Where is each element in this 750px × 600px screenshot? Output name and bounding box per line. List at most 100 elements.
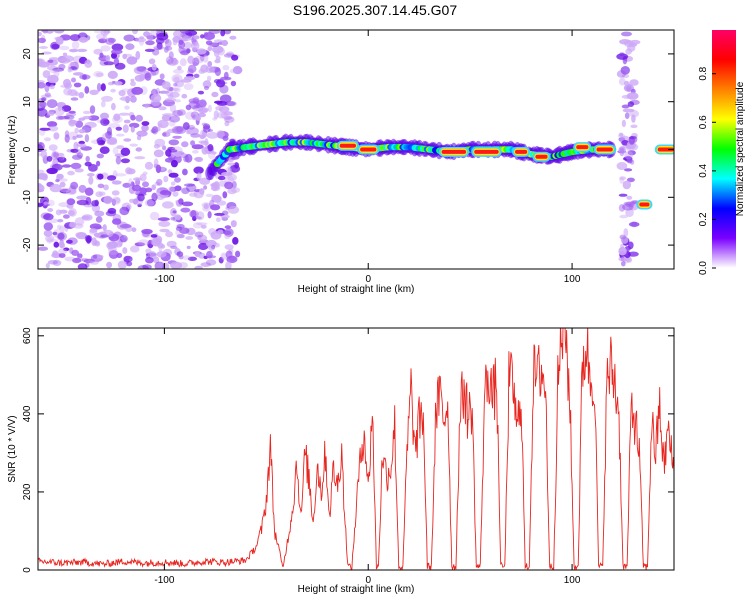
noise-speckle <box>119 235 128 243</box>
noise-speckle <box>130 95 137 103</box>
noise-speckle <box>159 190 172 196</box>
noise-speckle <box>71 40 80 50</box>
noise-speckle <box>65 189 77 195</box>
noise-speckle <box>216 200 227 206</box>
noise-speckle <box>59 242 65 249</box>
noise-speckle <box>161 81 171 90</box>
noise-speckle <box>183 41 192 49</box>
noise-speckle <box>76 195 88 200</box>
noise-speckle <box>115 173 127 177</box>
noise-speckle <box>46 111 55 117</box>
noise-speckle <box>115 156 122 165</box>
noise-speckle <box>51 150 57 159</box>
noise-speckle <box>100 234 109 238</box>
noise-speckle <box>181 93 188 99</box>
noise-speckle <box>107 175 117 181</box>
noise-speckle <box>207 61 213 67</box>
noise-speckle <box>95 72 104 77</box>
noise-speckle <box>111 116 123 124</box>
snr-y-tick-label: 600 <box>22 327 33 344</box>
noise-speckle <box>122 182 131 188</box>
noise-speckle <box>120 95 133 102</box>
noise-speckle <box>186 245 191 250</box>
noise-speckle <box>620 66 630 75</box>
noise-speckle <box>96 153 105 159</box>
snr-x-tick-label: 100 <box>564 575 581 586</box>
noise-speckle <box>630 124 638 129</box>
noise-speckle <box>49 183 62 193</box>
noise-speckle <box>94 210 105 217</box>
noise-speckle <box>134 74 145 82</box>
noise-speckle <box>626 177 635 183</box>
noise-speckle <box>56 224 62 230</box>
noise-speckle <box>111 43 124 51</box>
noise-speckle <box>176 224 185 229</box>
noise-speckle <box>165 231 174 238</box>
noise-speckle <box>89 89 99 96</box>
noise-speckle <box>216 130 225 139</box>
noise-speckle <box>58 202 70 208</box>
noise-speckle <box>39 101 47 108</box>
noise-speckle <box>201 146 209 155</box>
spectrogram-y-tick-label: -20 <box>22 237 33 252</box>
noise-speckle <box>208 244 215 251</box>
noise-speckle <box>156 42 163 50</box>
noise-speckle <box>84 235 93 243</box>
noise-speckle <box>168 186 175 193</box>
noise-speckle <box>111 198 116 206</box>
noise-speckle <box>223 230 232 235</box>
noise-speckle <box>135 114 143 122</box>
noise-speckle <box>168 172 179 178</box>
noise-speckle <box>172 135 182 139</box>
noise-speckle <box>188 124 195 130</box>
noise-speckle <box>193 73 200 78</box>
noise-speckle <box>220 111 228 119</box>
noise-speckle <box>183 83 194 91</box>
spectrogram-x-axis-title: Height of straight line (km) <box>298 284 415 295</box>
noise-speckle <box>220 252 228 260</box>
noise-speckle <box>84 134 90 143</box>
noise-speckle <box>76 134 83 138</box>
noise-speckle <box>96 33 106 40</box>
noise-speckle <box>135 147 143 152</box>
noise-speckle <box>77 263 88 269</box>
noise-speckle <box>95 191 103 198</box>
noise-speckle <box>69 221 77 228</box>
spectrogram-y-tick-label: -10 <box>22 190 33 205</box>
noise-speckle <box>196 172 202 181</box>
noise-speckle <box>106 261 113 269</box>
noise-speckle <box>618 246 627 256</box>
noise-speckle <box>64 82 72 89</box>
noise-speckle <box>206 75 212 82</box>
noise-speckle <box>203 85 210 91</box>
noise-speckle <box>182 168 188 176</box>
noise-speckle <box>220 76 232 81</box>
noise-speckle <box>129 245 140 253</box>
noise-speckle <box>119 97 130 101</box>
noise-speckle <box>107 70 118 79</box>
noise-speckle <box>69 61 76 67</box>
noise-speckle <box>68 119 78 125</box>
noise-speckle <box>203 185 208 190</box>
snr-y-tick-label: 400 <box>22 405 33 422</box>
noise-speckle <box>222 65 230 71</box>
noise-speckle <box>194 231 204 238</box>
noise-speckle <box>627 101 635 107</box>
noise-speckle <box>626 92 639 100</box>
noise-speckle <box>92 240 100 246</box>
noise-speckle <box>63 247 70 252</box>
noise-speckle <box>82 74 87 80</box>
noise-speckle <box>122 124 129 133</box>
noise-speckle <box>108 250 119 259</box>
noise-speckle <box>91 200 99 207</box>
noise-speckle <box>38 61 50 68</box>
noise-speckle <box>45 235 55 243</box>
noise-speckle <box>114 81 123 86</box>
noise-speckle <box>175 126 187 135</box>
noise-speckle <box>141 228 153 235</box>
noise-speckle <box>74 91 80 97</box>
noise-speckle <box>107 81 115 86</box>
noise-speckle <box>44 137 51 142</box>
noise-speckle <box>123 255 133 263</box>
noise-speckle <box>153 45 165 51</box>
